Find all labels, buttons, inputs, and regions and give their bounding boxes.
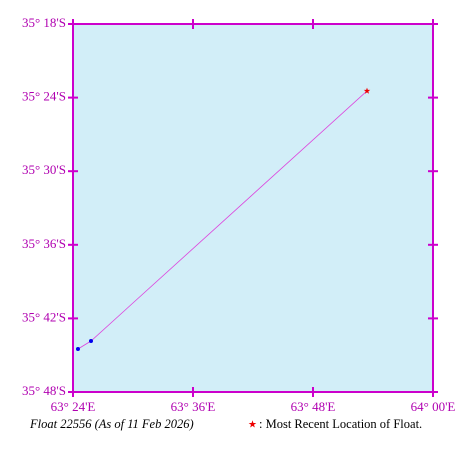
latest-position	[363, 87, 371, 94]
x-tick-label: 63° 24'E	[51, 399, 96, 414]
y-tick-label: 35° 42'S	[22, 309, 66, 324]
plot-area	[72, 23, 434, 393]
x-tick-label: 63° 48'E	[291, 399, 336, 414]
float-position	[75, 347, 80, 352]
y-tick-label: 35° 24'S	[22, 89, 66, 104]
y-tick-label: 35° 18'S	[22, 15, 66, 30]
float-position	[89, 338, 93, 343]
y-tick-label: 35° 30'S	[22, 162, 66, 177]
y-tick-label: 35° 48'S	[22, 383, 66, 398]
caption: Float 22556 (As of 11 Feb 2026)	[29, 417, 194, 431]
legend-star: ★	[248, 419, 257, 430]
x-tick-label: 63° 36'E	[171, 399, 216, 414]
y-tick-label: 35° 36'S	[22, 236, 66, 251]
x-tick-label: 64° 00'E	[411, 399, 456, 414]
legend-text: : Most Recent Location of Float.	[259, 417, 422, 431]
